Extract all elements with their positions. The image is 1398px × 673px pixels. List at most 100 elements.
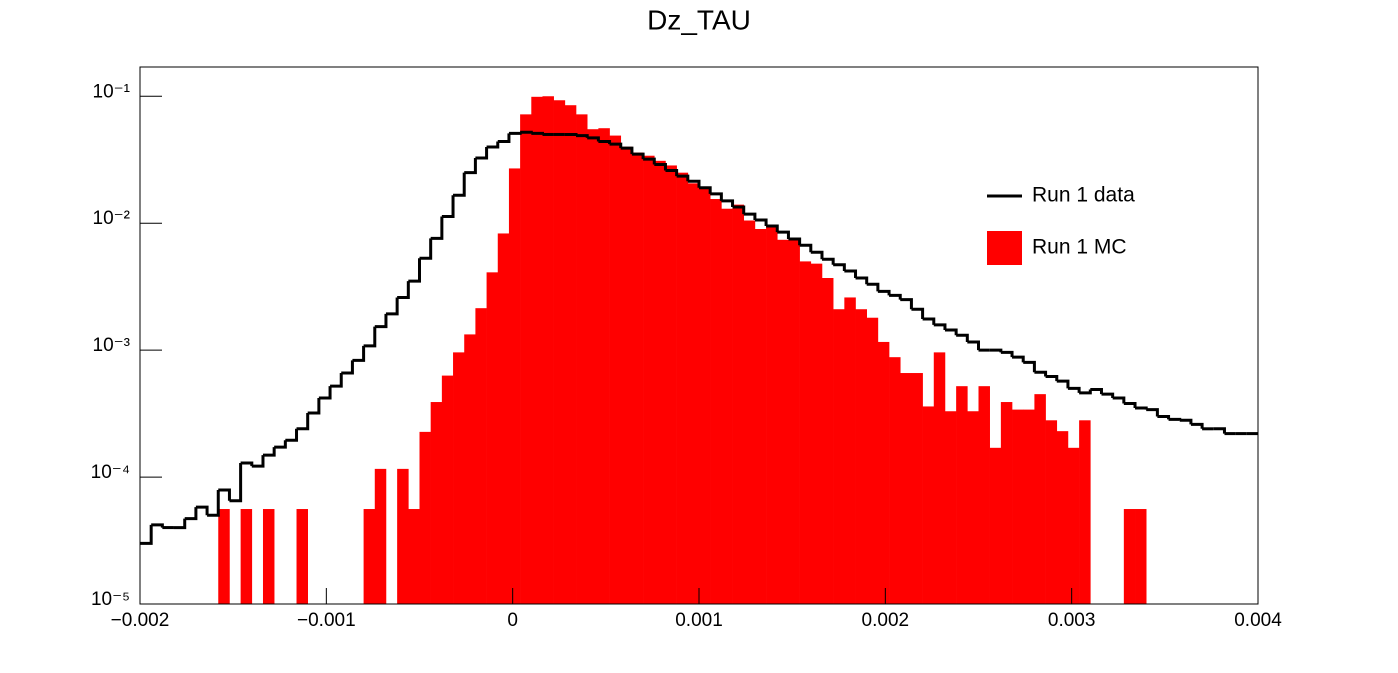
histogram-step	[710, 192, 723, 201]
histogram-step	[285, 428, 299, 442]
histogram-bar	[631, 152, 644, 605]
histogram-step	[330, 373, 343, 388]
y-tick-label: 10⁻²	[93, 208, 131, 229]
histogram-bar	[609, 135, 622, 605]
histogram-step	[743, 212, 757, 220]
histogram-bar	[419, 431, 431, 604]
histogram-bar	[520, 114, 532, 604]
histogram-bar	[933, 352, 946, 604]
y-tick-label: 10⁻⁴	[91, 462, 130, 483]
histogram-step	[900, 298, 913, 310]
histogram-step	[497, 133, 511, 144]
histogram-bar	[889, 357, 901, 604]
histogram-step	[844, 269, 858, 278]
histogram-step	[419, 238, 433, 260]
y-tick-label: 10⁻⁵	[91, 589, 130, 610]
histogram-step	[1157, 414, 1171, 420]
histogram-step	[687, 179, 701, 188]
histogram-step	[1213, 427, 1226, 434]
histogram-bar	[475, 308, 487, 604]
histogram-bar	[218, 509, 230, 604]
histogram-step	[1112, 396, 1126, 404]
histogram-step	[173, 518, 187, 530]
histogram-bar	[497, 233, 510, 605]
histogram-step	[620, 146, 634, 155]
histogram-step	[453, 172, 466, 197]
x-tick-label: 0	[507, 610, 518, 631]
histogram-bar	[531, 96, 543, 605]
histogram-step	[195, 505, 209, 516]
histogram-step	[810, 250, 824, 260]
histogram-bar	[1135, 509, 1147, 604]
histogram-bar	[1067, 447, 1080, 604]
y-tick-label: 10⁻³	[93, 335, 131, 356]
histogram-bar	[1045, 420, 1058, 604]
histogram-bar	[262, 509, 275, 604]
histogram-step	[855, 276, 869, 285]
histogram-bar	[900, 373, 912, 604]
histogram-step	[564, 132, 578, 136]
histogram-step	[1067, 386, 1081, 393]
histogram-step	[754, 218, 768, 227]
histogram-bar	[643, 155, 655, 604]
histogram-step	[911, 307, 925, 319]
histogram-step	[374, 313, 388, 329]
histogram-bar	[799, 261, 812, 604]
histogram-step	[274, 440, 287, 449]
histogram-step	[1190, 422, 1204, 429]
histogram-step	[922, 317, 936, 325]
histogram-bar	[732, 204, 745, 604]
histogram-step	[1000, 350, 1014, 358]
histogram-bar	[1023, 409, 1035, 604]
legend-swatch	[987, 231, 1022, 265]
histogram-bar	[1056, 431, 1069, 604]
histogram-step	[207, 490, 220, 517]
histogram-bar	[553, 100, 566, 604]
histogram-bar	[967, 411, 979, 604]
histogram-step	[218, 488, 231, 501]
histogram-bar	[754, 228, 767, 604]
histogram-step	[1056, 379, 1070, 389]
histogram-step	[1023, 360, 1036, 373]
histogram-bar	[978, 386, 990, 604]
histogram-bar	[821, 278, 834, 604]
legend-label: Run 1 data	[1032, 184, 1135, 207]
histogram-bar	[508, 168, 521, 604]
histogram-bar	[1079, 420, 1091, 604]
histogram-bar	[989, 447, 1002, 604]
histogram-bar	[363, 509, 376, 604]
histogram-step	[385, 297, 399, 316]
histogram-bar	[620, 146, 633, 604]
histogram-bar	[1034, 394, 1046, 604]
histogram-step	[475, 147, 489, 160]
histogram-bar	[922, 406, 935, 604]
histogram-bar	[833, 309, 845, 604]
histogram-step	[1179, 418, 1193, 425]
histogram-bar	[710, 199, 722, 604]
histogram-step	[251, 455, 265, 468]
histogram-bar	[687, 183, 700, 604]
histogram-bar	[1012, 409, 1024, 604]
x-tick-label: 0.001	[675, 610, 723, 631]
histogram-step	[341, 360, 354, 375]
histogram-bar	[542, 96, 554, 604]
histogram-step	[788, 237, 802, 246]
histogram-step	[441, 195, 455, 218]
histogram-bar	[788, 238, 800, 605]
histogram-bar	[240, 509, 253, 604]
histogram-step	[1045, 374, 1059, 382]
histogram-bar	[453, 352, 465, 604]
histogram-bar	[676, 172, 689, 604]
histogram-step	[1090, 387, 1103, 395]
histogram-bar	[944, 411, 957, 604]
legend-label: Run 1 MC	[1032, 236, 1127, 259]
histogram-bar	[956, 386, 968, 604]
histogram-step	[799, 243, 813, 253]
histogram-step	[486, 141, 500, 149]
histogram-step	[1034, 370, 1048, 377]
histogram-step	[296, 412, 310, 431]
histogram-step	[408, 258, 421, 283]
histogram-step	[933, 323, 947, 331]
